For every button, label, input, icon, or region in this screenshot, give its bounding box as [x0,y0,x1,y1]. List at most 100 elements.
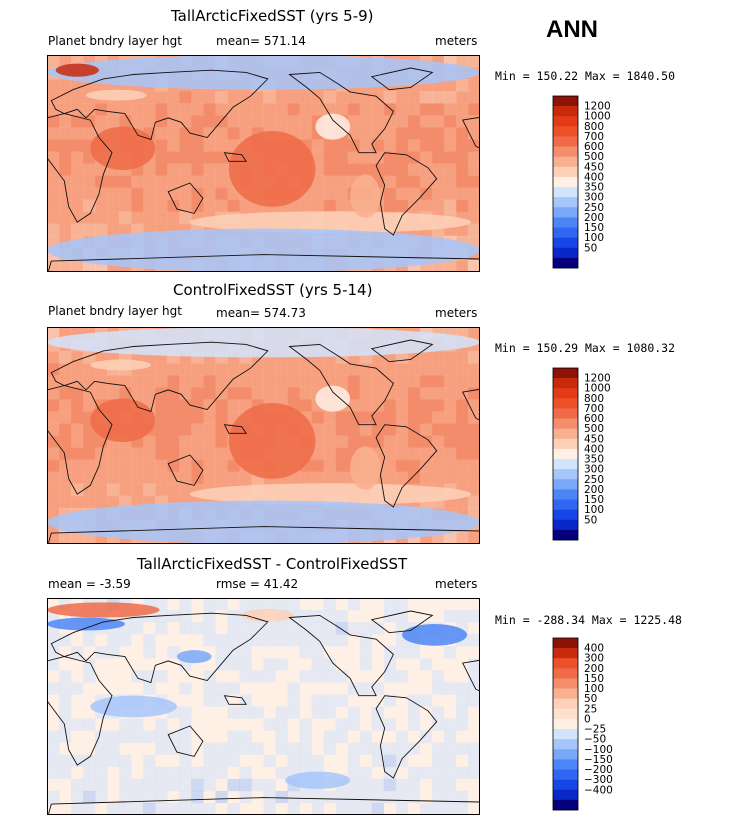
map-cell [311,411,325,424]
map-cell [203,682,216,695]
map-anomaly-region [90,126,156,171]
map-cell [335,471,349,485]
map-cell [227,682,240,695]
map-cell [311,598,325,611]
map-cell [167,670,180,683]
map-cell [59,163,72,177]
map-cell [311,622,325,635]
map-cell [47,694,60,707]
map-cell [59,730,72,744]
map-cell [335,411,349,424]
map-cell [239,399,252,412]
map-cell [155,387,168,400]
map-cell [47,363,60,376]
map-cell [347,387,361,400]
map-cell [323,447,337,461]
map-cell [443,778,457,792]
map-cell [59,259,72,272]
map-cell [455,658,469,671]
map-cell [59,127,72,140]
map-cell [239,694,252,707]
map-cell [287,742,301,756]
map-cell [263,646,277,659]
map-cell [395,778,409,792]
map-cell [467,742,480,756]
map-cell [371,423,385,436]
map-cell [371,127,385,140]
colorbar-swatch [553,136,578,147]
map-cell [407,742,421,756]
colorbar-tick-label: 450 [584,161,604,173]
map-cell [407,399,421,412]
map-cell [203,411,216,424]
map-cell [179,718,192,732]
map-cell [395,742,409,756]
map-cell [119,103,132,116]
map-cell [239,742,252,756]
map-cell [263,718,277,732]
map-cell [323,754,337,768]
map-cell [215,459,228,473]
colorbar-tick-label: 50 [584,514,597,526]
map-cell [227,375,240,388]
map-cell [191,766,204,780]
map-cell [431,139,445,152]
map-cell [371,670,385,683]
colorbar-tick-label: 300 [584,192,604,204]
map-cell [335,459,349,473]
map-cell [83,483,96,497]
map-cell [191,459,204,473]
map-cell [443,802,457,815]
map-cell [59,531,72,544]
map-cell [83,211,96,225]
map-cell [71,199,84,213]
map-cell [455,375,469,388]
map-cell [47,682,60,695]
map-cell [71,483,84,497]
map-cell [215,103,228,116]
map-cell [443,598,457,611]
map-anomaly-region [85,89,147,101]
map-cell [131,211,144,225]
colorbar-tick-label: 300 [584,464,604,476]
map-cell [407,471,421,485]
map-cell [143,163,156,177]
coastline [47,797,480,815]
map-cell [167,634,180,647]
map-cell [203,706,216,720]
map-cell [239,471,252,485]
map-cell [131,103,144,116]
map-cell [239,127,252,140]
map-cell [191,139,204,152]
map-cell [227,115,240,128]
map-cell [47,706,60,720]
map-cell [359,411,373,424]
map-cell [167,610,180,623]
map-cell [119,211,132,225]
map-cell [83,163,96,177]
map-cell [191,730,204,744]
map-cell [59,187,72,201]
map-cell [143,375,156,388]
map-cell [395,754,409,768]
map-cell [371,411,385,424]
map-cell [287,730,301,744]
map-cell [47,459,60,473]
map-cell [167,778,180,792]
map-cell [227,646,240,659]
map-cell [455,79,469,92]
map-cell [131,622,144,635]
colorbar-swatch [553,519,578,531]
map-cell [95,634,108,647]
map-cell [287,91,301,104]
map-cell [47,447,60,461]
map-cell [299,682,313,695]
coastline [462,388,480,421]
map-cell [359,399,373,412]
map-cell [131,718,144,732]
map-cell [155,127,168,140]
map-cell [191,778,204,792]
map-cell [155,766,168,780]
map-cell [251,598,264,611]
map-cell [383,187,397,201]
